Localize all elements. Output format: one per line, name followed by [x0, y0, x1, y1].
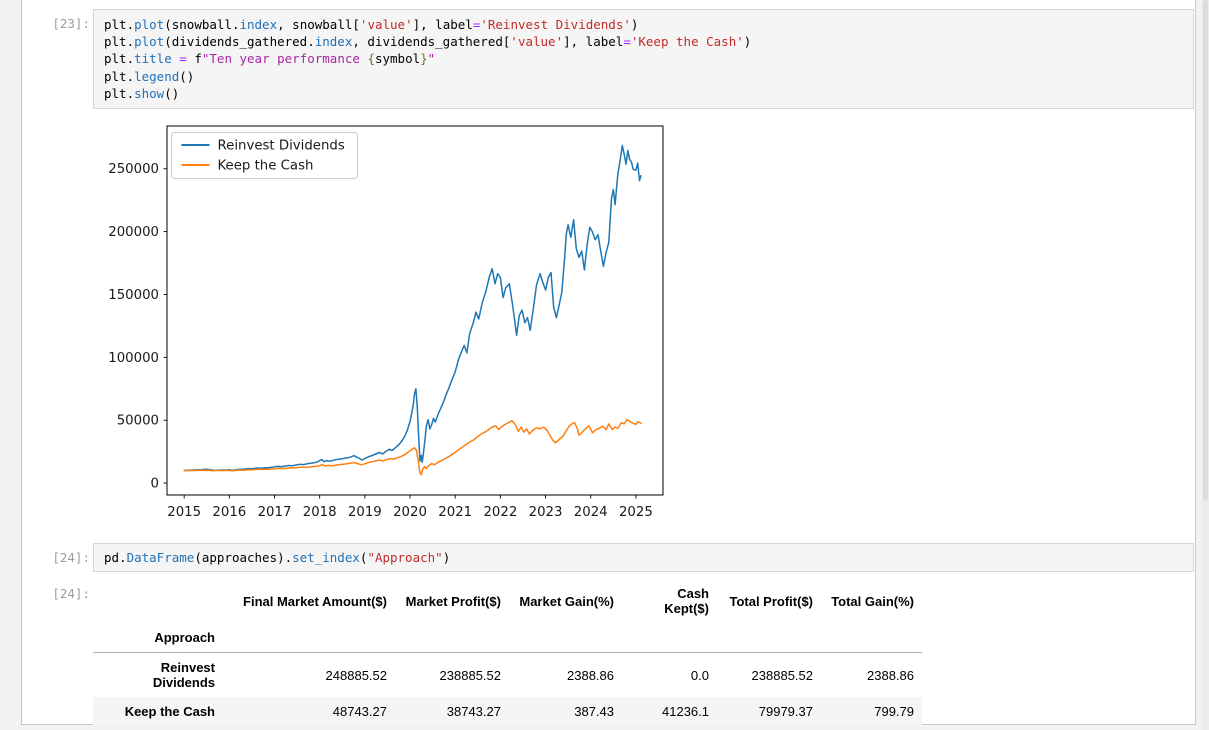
table-cell: 238885.52: [751, 667, 813, 683]
series-line: [183, 418, 642, 476]
svg-text:2025: 2025: [619, 505, 653, 520]
column-header: Market Gain(%): [519, 593, 614, 609]
table-cell: 79979.37: [758, 704, 813, 719]
svg-text:2019: 2019: [348, 505, 382, 520]
svg-text:2024: 2024: [574, 505, 608, 520]
column-header: Market Profit($): [405, 593, 501, 609]
svg-text:2020: 2020: [393, 505, 427, 520]
input-prompt-24: [24]:: [52, 550, 90, 565]
column-header: Final Market Amount($): [243, 593, 387, 609]
table-cell: 248885.52: [325, 667, 387, 683]
svg-text:2023: 2023: [529, 505, 563, 520]
legend-label: Reinvest Dividends: [218, 139, 345, 154]
svg-text:2017: 2017: [258, 505, 292, 520]
notebook-panel: [23]: plt.plot(snowball.index, snowball[…: [21, 0, 1196, 726]
input-prompt-23: [23]:: [52, 16, 90, 31]
legend-label: Keep the Cash: [218, 159, 314, 174]
series-line: [183, 144, 642, 472]
svg-text:2021: 2021: [438, 505, 472, 520]
svg-text:50000: 50000: [117, 414, 159, 429]
column-header: Cash Kept($): [664, 586, 709, 616]
index-name-cell: Approach: [93, 623, 223, 653]
table-cell: 387.43: [574, 704, 614, 719]
svg-text:2018: 2018: [303, 505, 337, 520]
chart-figure: 0 50000 100000 150000 200000 250000 2015 2016 20…: [96, 117, 671, 523]
table-cell: 238885.52: [439, 667, 501, 683]
table-cell: 0.0: [690, 667, 709, 683]
line-chart: 0 50000 100000 150000 200000 250000 2015 2016 20…: [108, 125, 664, 520]
row-index-cell: Reinvest Dividends: [152, 660, 215, 690]
table-cell: 799.79: [874, 704, 914, 719]
svg-text:100000: 100000: [108, 351, 159, 366]
blank-header-cell: [93, 579, 223, 623]
axes-frame: [166, 125, 664, 496]
table-row: Keep the Cash 48743.27 38743.27 387.43 41236…: [93, 697, 922, 726]
svg-text:200000: 200000: [108, 225, 159, 240]
row-index-cell: Keep the Cash: [124, 704, 215, 719]
legend-box: [171, 132, 358, 179]
code-editor-24[interactable]: pd.DataFrame(approaches).set_index("Appr…: [93, 543, 1194, 572]
svg-text:250000: 250000: [108, 162, 159, 177]
table-cell: 41236.1: [662, 704, 709, 719]
code-text-24: pd.DataFrame(approaches).set_index("Appr…: [104, 550, 451, 565]
scrollbar-thumb[interactable]: [1203, 0, 1208, 500]
table-cell: 2388.86: [867, 667, 914, 683]
code-text-23: plt.plot(snowball.index, snowball['value…: [104, 17, 752, 101]
output-prompt-24: [24]:: [52, 586, 90, 601]
svg-text:2015: 2015: [167, 505, 201, 520]
svg-text:2016: 2016: [212, 505, 246, 520]
svg-text:0: 0: [151, 477, 159, 492]
svg-text:150000: 150000: [108, 288, 159, 303]
table-cell: 48743.27: [332, 704, 387, 719]
column-header: Total Profit($): [729, 593, 813, 609]
code-editor-23[interactable]: plt.plot(snowball.index, snowball['value…: [93, 9, 1194, 109]
dataframe-table: Final Market Amount($) Market Profit($) Ma…: [93, 579, 922, 726]
column-header: Total Gain(%): [831, 593, 914, 609]
table-cell: 2388.86: [567, 667, 614, 683]
table-cell: 38743.27: [446, 704, 501, 719]
table-row: Reinvest Dividends 248885.52 238885.52 2388…: [93, 653, 922, 698]
scrollbar-track[interactable]: [1202, 0, 1209, 730]
svg-text:2022: 2022: [483, 505, 517, 520]
